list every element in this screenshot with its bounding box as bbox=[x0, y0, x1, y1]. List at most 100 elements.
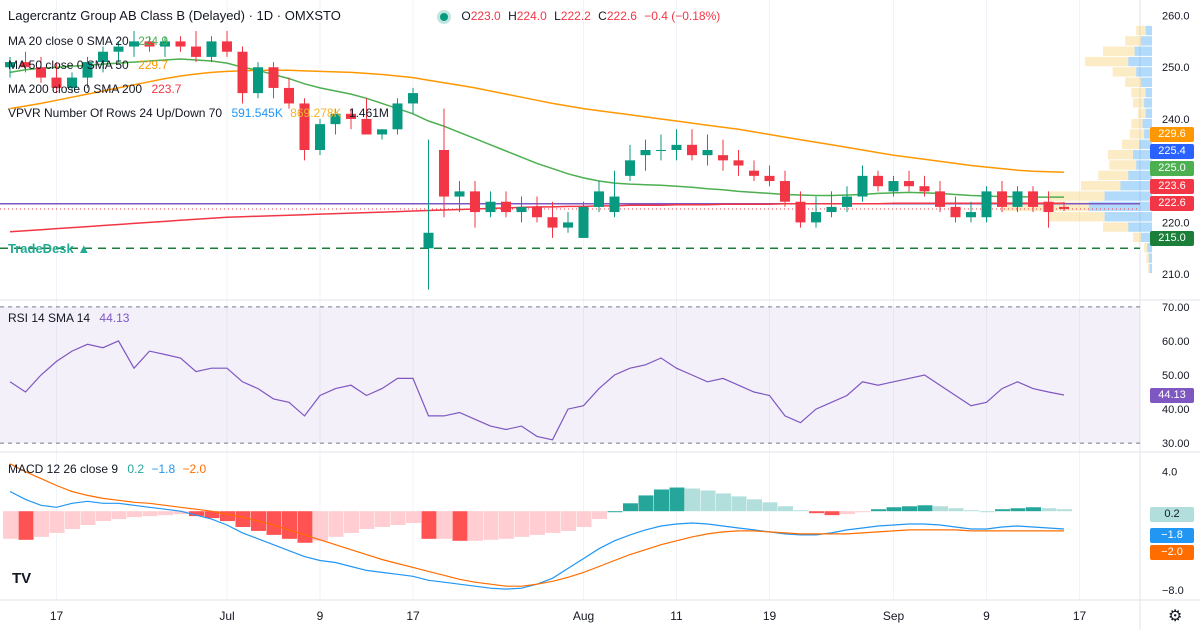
legend-rsi[interactable]: RSI 14 SMA 14 44.13 bbox=[8, 311, 130, 325]
vpvr-down-bar bbox=[1080, 181, 1121, 191]
legend-ma50[interactable]: MA 50 close 0 SMA 50 229.7 bbox=[8, 58, 169, 72]
vpvr-up-bar bbox=[1140, 232, 1152, 243]
macd-hist-bar bbox=[189, 511, 204, 517]
x-tick-label: 9 bbox=[983, 609, 990, 623]
candle-body bbox=[36, 67, 46, 78]
axis-value-tag: −2.0 bbox=[1150, 544, 1194, 560]
macd-hist-bar bbox=[499, 511, 514, 539]
macd-hist-bar bbox=[964, 510, 979, 512]
settings-gear-icon[interactable]: ⚙ bbox=[1168, 608, 1183, 625]
vpvr-down-bar bbox=[1131, 87, 1146, 98]
macd-hist-bar bbox=[623, 503, 638, 512]
vpvr-up-bar bbox=[1128, 170, 1152, 181]
macd-hist-bar bbox=[731, 496, 747, 512]
macd-hist-bar bbox=[1041, 508, 1057, 512]
rsi-tick-label: 30.00 bbox=[1162, 438, 1190, 450]
macd-hist-bar bbox=[561, 511, 576, 531]
macd-hist-bar bbox=[809, 511, 824, 514]
ohlc-readout: O223.0 H224.0 L222.2 C222.6 −0.4 (−0.18%… bbox=[440, 8, 720, 24]
candle-body bbox=[5, 62, 15, 68]
candle-body bbox=[749, 170, 759, 176]
candle-body bbox=[485, 201, 496, 213]
vpvr-up-bar bbox=[1139, 139, 1152, 149]
price-tick-label: 240.0 bbox=[1162, 114, 1190, 126]
macd-hist-bar bbox=[437, 511, 452, 539]
macd-hist-bar bbox=[871, 509, 886, 512]
candle-body bbox=[671, 144, 682, 150]
legend-macd[interactable]: MACD 12 26 close 9 0.2 −1.8 −2.0 bbox=[8, 462, 207, 476]
macd-hist-bar bbox=[793, 510, 809, 512]
macd-hist-bar bbox=[313, 511, 328, 541]
candle-body bbox=[857, 175, 868, 197]
x-tick-label: 11 bbox=[670, 609, 683, 623]
chart-title: Lagercrantz Group AB Class B (Delayed) ·… bbox=[8, 8, 341, 23]
candle-body bbox=[950, 206, 961, 218]
tradedesk-label[interactable]: TradeDesk ▲ bbox=[8, 241, 91, 256]
candle-body bbox=[408, 93, 418, 104]
axis-value-tag: 215.0 bbox=[1150, 230, 1194, 246]
rsi-tick-label: 50.00 bbox=[1162, 370, 1190, 382]
vpvr-down-bar bbox=[1098, 170, 1129, 181]
vpvr-up-bar bbox=[1142, 118, 1152, 129]
vpvr-down-bar bbox=[1133, 232, 1141, 243]
vpvr-down-bar bbox=[1137, 108, 1146, 118]
macd-hist-bar bbox=[220, 511, 235, 522]
candle-body bbox=[113, 46, 124, 52]
macd-hist-bar bbox=[669, 487, 685, 512]
axis-value-tag: 222.6 bbox=[1150, 195, 1194, 211]
macd-hist-bar bbox=[80, 511, 96, 526]
ma50-line bbox=[9, 69, 1065, 173]
x-tick-label: 17 bbox=[406, 609, 420, 623]
candle-body bbox=[253, 67, 263, 94]
macd-hist-bar bbox=[158, 511, 173, 516]
legend-ma20[interactable]: MA 20 close 0 SMA 20 224.9 bbox=[8, 34, 169, 48]
macd-hist-bar bbox=[685, 488, 700, 512]
macd-hist-bar bbox=[127, 511, 142, 518]
macd-hist-bar bbox=[840, 511, 855, 515]
price-tick-label: 250.0 bbox=[1162, 62, 1190, 74]
macd-hist-bar bbox=[654, 489, 669, 512]
macd-hist-bar bbox=[18, 511, 34, 540]
vpvr-up-bar bbox=[1128, 222, 1152, 232]
vpvr-up-bar bbox=[1140, 77, 1152, 87]
macd-hist-bar bbox=[638, 495, 654, 512]
candle-body bbox=[501, 201, 511, 213]
legend-ma200[interactable]: MA 200 close 0 SMA 200 223.7 bbox=[8, 82, 182, 96]
vpvr-down-bar bbox=[1049, 191, 1105, 201]
vpvr-up-bar bbox=[1145, 87, 1152, 98]
vpvr-up-bar bbox=[1104, 212, 1152, 222]
macd-hist-bar bbox=[1010, 508, 1026, 512]
candle-body bbox=[144, 41, 155, 47]
candle-body bbox=[780, 181, 790, 202]
macd-hist-bar bbox=[297, 511, 313, 543]
macd-hist-bar bbox=[96, 511, 111, 522]
rsi-line bbox=[9, 340, 1065, 441]
candle-body bbox=[904, 181, 914, 187]
candle-body bbox=[191, 46, 201, 57]
vpvr-down-bar bbox=[1109, 160, 1137, 170]
candle-body bbox=[20, 62, 31, 68]
price-tick-label: 220.0 bbox=[1162, 217, 1190, 229]
macd-hist-bar bbox=[762, 502, 778, 512]
candle-body bbox=[888, 181, 899, 192]
candle-body bbox=[175, 41, 186, 47]
macd-hist-bar bbox=[468, 511, 483, 541]
macd-hist-bar bbox=[948, 508, 964, 512]
x-tick-label: 9 bbox=[317, 609, 324, 623]
vpvr-up-bar bbox=[1145, 25, 1152, 36]
legend-vpvr[interactable]: VPVR Number Of Rows 24 Up/Down 70 591.54… bbox=[8, 106, 389, 120]
macd-hist-bar bbox=[344, 511, 359, 533]
vpvr-down-bar bbox=[1107, 150, 1134, 160]
candle-body bbox=[919, 186, 930, 192]
rsi-tick-label: 60.00 bbox=[1162, 336, 1190, 348]
vpvr-down-bar bbox=[1146, 253, 1149, 263]
candle-body bbox=[237, 51, 248, 94]
macd-hist-bar bbox=[235, 511, 251, 527]
vpvr-up-bar bbox=[1120, 181, 1152, 191]
macd-hist-bar bbox=[545, 511, 561, 533]
vpvr-up-bar bbox=[1088, 201, 1152, 212]
candle-body bbox=[997, 191, 1007, 207]
macd-hist-bar bbox=[142, 511, 158, 517]
candle-body bbox=[423, 232, 434, 249]
